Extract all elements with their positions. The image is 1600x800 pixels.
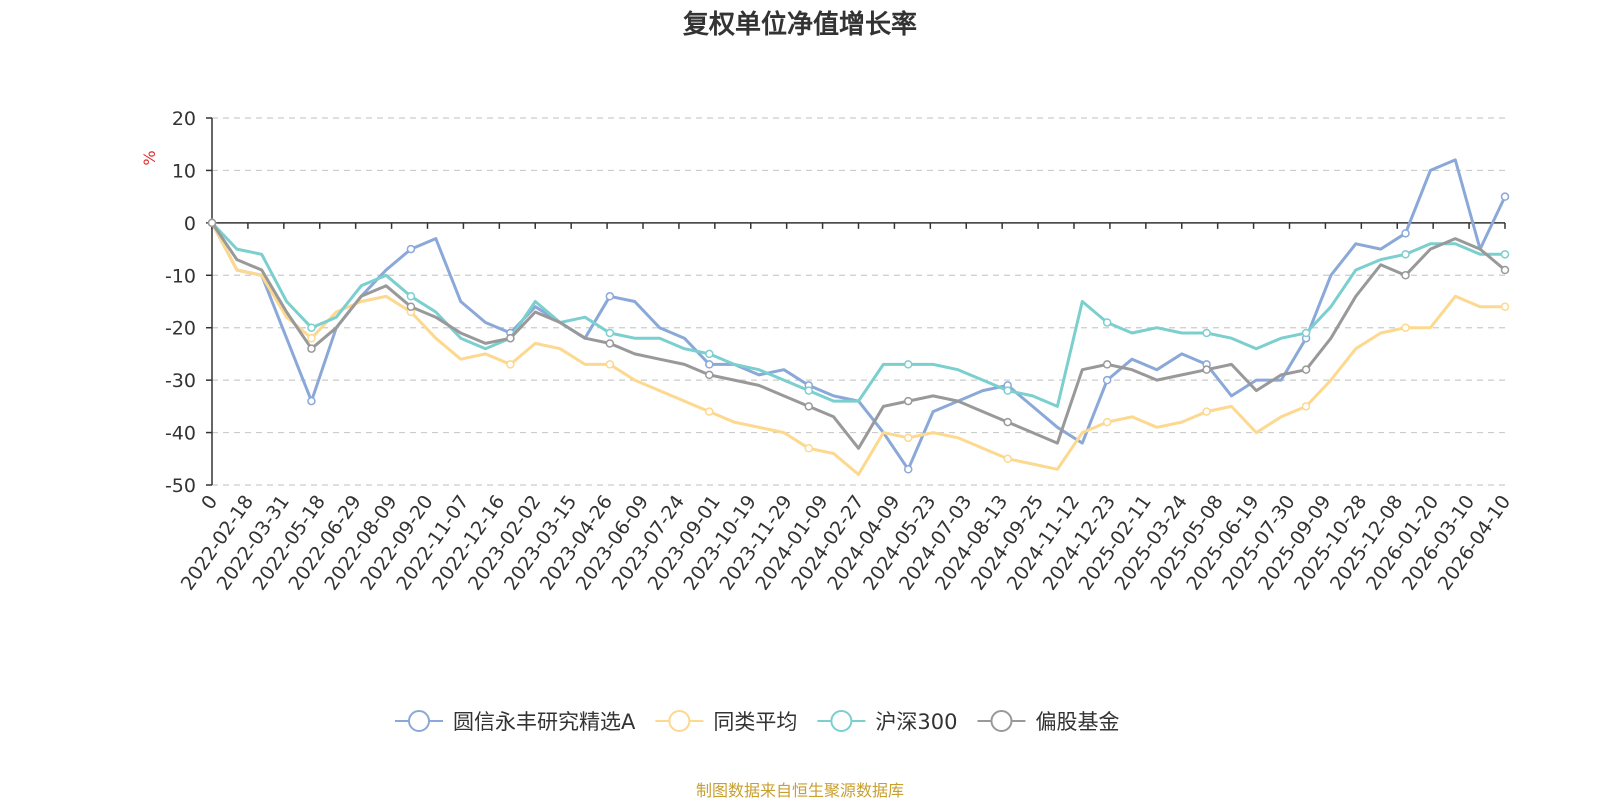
legend-marker	[668, 710, 691, 732]
y-axis: 20 10 0 -10 -20 -30 -40 -50%	[140, 108, 213, 497]
data-point	[903, 360, 913, 369]
series-line-1	[210, 221, 1507, 476]
data-point	[506, 360, 515, 369]
data-point	[1301, 402, 1311, 411]
data-point	[406, 244, 416, 254]
data-point	[1202, 328, 1211, 338]
data-point	[705, 370, 714, 380]
data-point	[903, 433, 913, 443]
data-point	[605, 292, 615, 301]
data-point	[1500, 265, 1510, 275]
data-point	[1301, 365, 1311, 374]
data-point	[406, 292, 416, 301]
y-tick-label: 20	[172, 108, 196, 130]
data-point	[605, 360, 615, 369]
source-note: 制图数据来自恒生聚源数据库	[696, 781, 904, 800]
data-point	[207, 218, 217, 228]
data-point	[1301, 328, 1311, 338]
data-point	[1500, 192, 1510, 201]
data-point	[903, 465, 913, 474]
data-point	[307, 396, 316, 406]
y-tick-label: -10	[165, 265, 196, 287]
data-point	[1003, 454, 1012, 464]
data-point	[804, 386, 814, 395]
legend-label: 同类平均	[713, 710, 797, 734]
data-point	[804, 444, 814, 453]
series-line-3	[210, 221, 1507, 450]
legend-item-3[interactable]: 偏股基金	[977, 710, 1119, 734]
data-point	[406, 302, 416, 311]
data-point	[307, 333, 316, 343]
series-line-0	[210, 158, 1507, 471]
y-tick-label: 10	[172, 160, 196, 182]
data-point	[307, 344, 316, 353]
y-axis-unit: %	[140, 150, 159, 165]
data-point	[804, 402, 814, 411]
data-point	[1401, 323, 1410, 332]
data-point	[1401, 271, 1410, 280]
data-point	[506, 333, 515, 343]
data-point	[1102, 417, 1112, 427]
series-line-2	[210, 221, 1507, 408]
data-point	[1202, 407, 1211, 416]
data-point	[1003, 386, 1012, 395]
data-point	[1102, 318, 1112, 327]
data-point	[307, 323, 316, 332]
legend-marker	[830, 710, 853, 732]
y-tick-label: -40	[165, 423, 196, 445]
legend-marker	[990, 710, 1013, 732]
data-point	[1500, 250, 1510, 259]
legend-label: 圆信永丰研究精选A	[453, 710, 636, 734]
data-point	[1500, 302, 1510, 311]
legend-label: 沪深300	[875, 710, 957, 734]
y-tick-label: -20	[165, 318, 196, 340]
legend[interactable]: 圆信永丰研究精选A 同类平均 沪深300 偏股基金	[395, 710, 1119, 734]
data-point	[1202, 365, 1211, 374]
data-point	[605, 328, 615, 338]
y-tick-label: -50	[165, 475, 196, 497]
data-point	[705, 407, 714, 416]
data-point	[705, 360, 714, 369]
data-point	[1401, 229, 1410, 238]
legend-item-0[interactable]: 圆信永丰研究精选A	[395, 710, 636, 734]
data-point	[1401, 250, 1410, 259]
x-tick-label: 0	[197, 491, 222, 514]
y-tick-label: -30	[165, 370, 196, 392]
data-point	[1102, 375, 1112, 385]
data-point	[1003, 417, 1012, 427]
legend-label: 偏股基金	[1035, 710, 1119, 734]
data-point	[605, 339, 615, 348]
legend-item-1[interactable]: 同类平均	[655, 710, 797, 734]
data-point	[705, 349, 714, 359]
data-point	[903, 396, 913, 406]
legend-item-2[interactable]: 沪深300	[817, 710, 957, 734]
chart-title: 复权单位净值增长率	[683, 9, 917, 40]
series-lines	[207, 158, 1510, 476]
y-tick-label: 0	[184, 213, 196, 235]
legend-marker	[408, 710, 430, 732]
data-point	[1102, 360, 1112, 369]
